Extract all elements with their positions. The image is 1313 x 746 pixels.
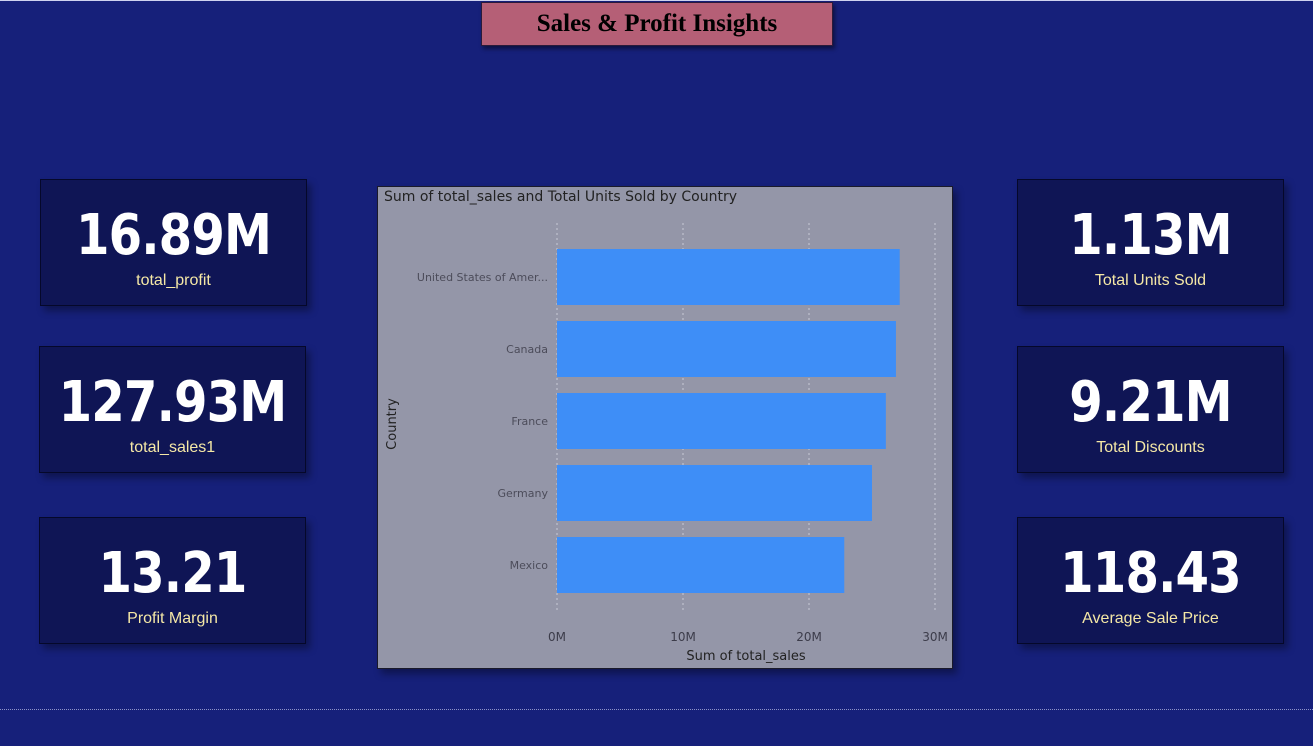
kpi-card-total-units-sold[interactable]: 1.13M Total Units Sold	[1017, 179, 1284, 306]
bar	[557, 393, 886, 449]
chart-title: Sum of total_sales and Total Units Sold …	[384, 189, 738, 205]
category-label: United States of Amer...	[417, 271, 548, 284]
chart-plot-svg: 0M 10M 20M 30M United States of Amer... Canad…	[385, 223, 948, 664]
x-tick-label: 10M	[670, 630, 696, 644]
kpi-value: 1.13M	[1069, 203, 1232, 268]
x-tick-label: 30M	[922, 630, 948, 644]
kpi-label: Profit Margin	[127, 610, 218, 627]
bottom-dotted-divider	[0, 709, 1313, 710]
bar	[557, 465, 872, 521]
dashboard-title: Sales & Profit Insights	[536, 10, 778, 37]
kpi-card-total-sales[interactable]: 127.93M total_sales1	[39, 346, 306, 473]
category-label: Mexico	[510, 559, 549, 572]
category-label: France	[511, 415, 548, 428]
kpi-label: total_sales1	[129, 439, 216, 456]
category-label: Germany	[497, 487, 548, 500]
x-tick-label: 0M	[548, 630, 566, 644]
x-axis-title: Sum of total_sales	[686, 649, 806, 664]
kpi-card-profit-margin[interactable]: 13.21 Profit Margin	[39, 517, 306, 644]
bar	[557, 249, 900, 305]
kpi-label: total_profit	[136, 272, 211, 289]
y-axis-title: Country	[385, 398, 400, 450]
kpi-value: 118.43	[1060, 541, 1242, 606]
kpi-value: 127.93M	[58, 370, 288, 435]
kpi-value: 9.21M	[1069, 370, 1232, 435]
bar	[557, 321, 896, 377]
kpi-card-average-sale-price[interactable]: 118.43 Average Sale Price	[1017, 517, 1284, 644]
kpi-label: Total Units Sold	[1094, 272, 1207, 289]
kpi-value: 13.21	[98, 541, 247, 606]
sales-by-country-chart[interactable]: Sum of total_sales and Total Units Sold …	[377, 186, 953, 669]
kpi-card-total-discounts[interactable]: 9.21M Total Discounts	[1017, 346, 1284, 473]
kpi-label: Total Discounts	[1096, 439, 1205, 456]
top-border-line	[0, 0, 1313, 1]
x-tick-label: 20M	[796, 630, 822, 644]
dashboard-title-banner: Sales & Profit Insights	[481, 2, 833, 46]
kpi-card-total-profit[interactable]: 16.89M total_profit	[40, 179, 307, 306]
bar	[557, 537, 845, 593]
category-label: Canada	[506, 343, 548, 356]
kpi-value: 16.89M	[75, 203, 272, 268]
kpi-label: Average Sale Price	[1082, 610, 1219, 627]
